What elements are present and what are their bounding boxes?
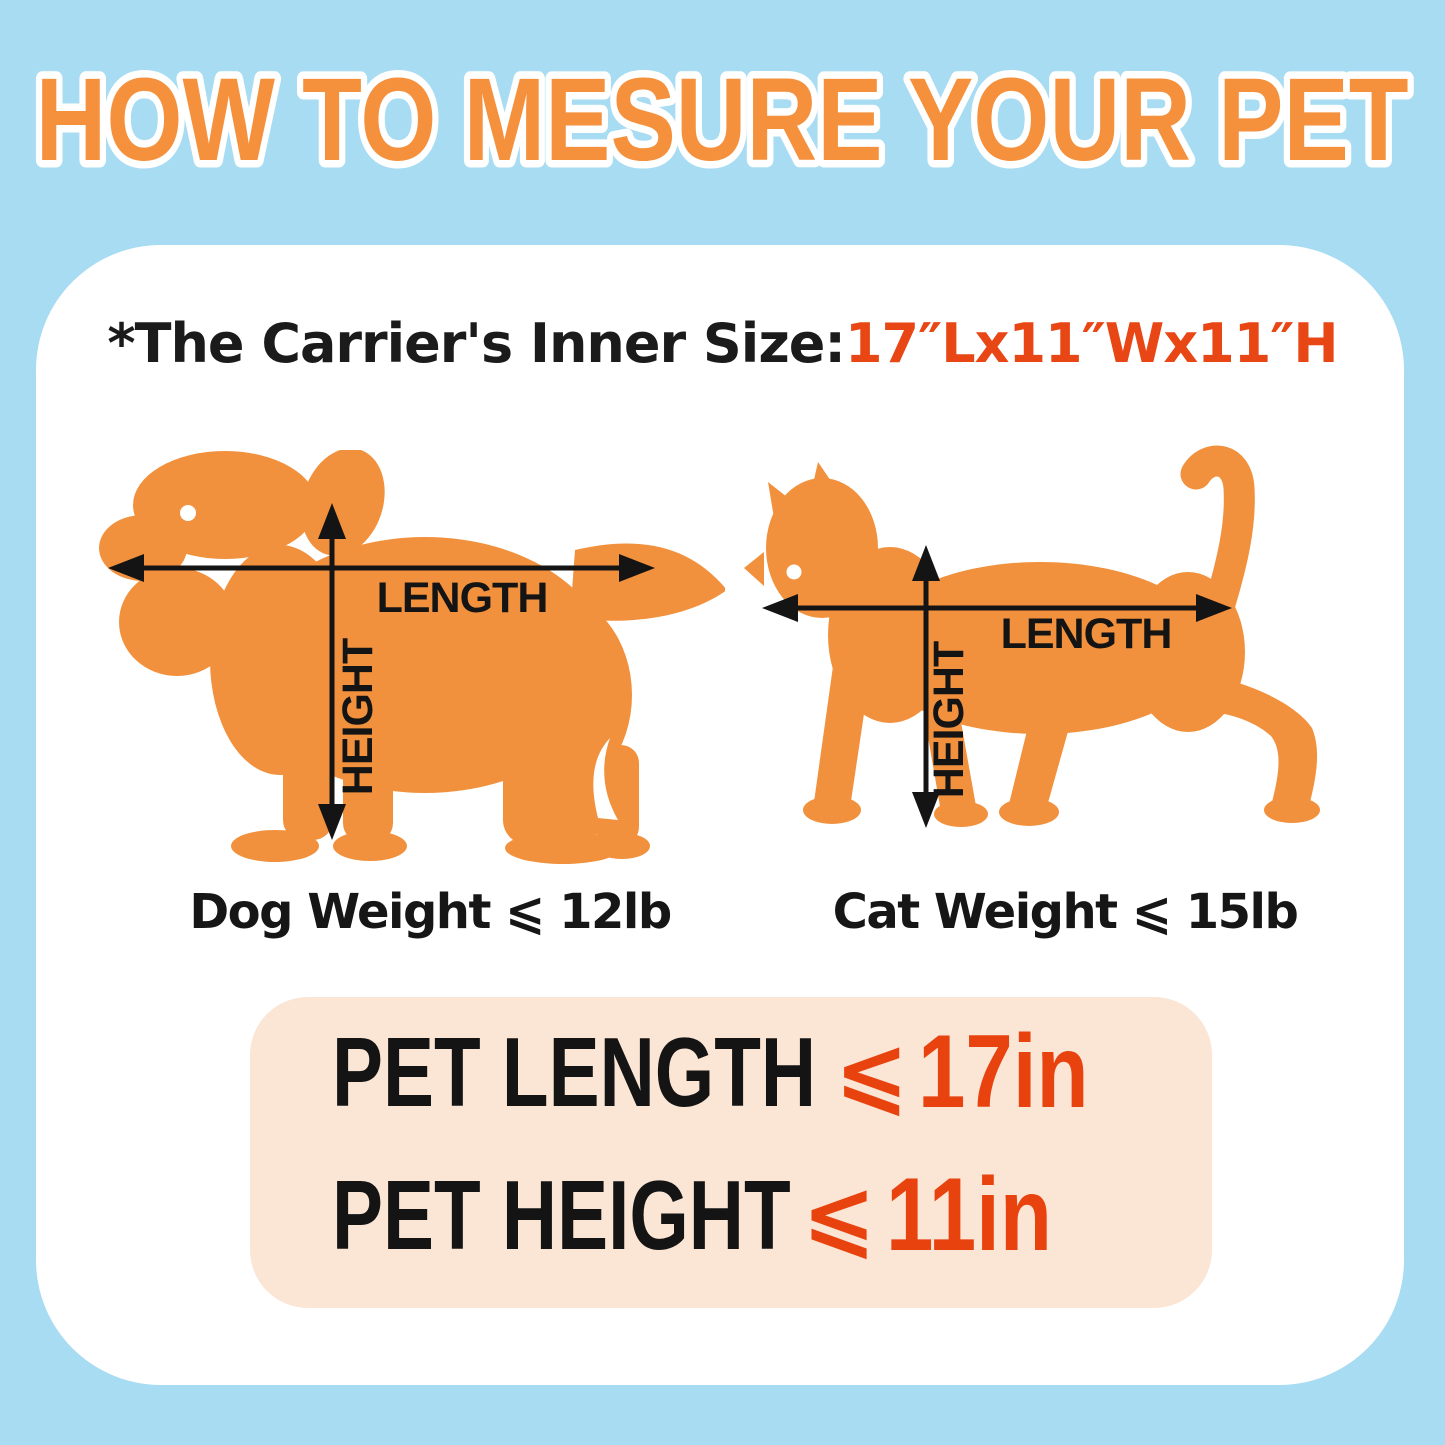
- cat-height-label: HEIGHT: [925, 641, 973, 798]
- carrier-size-label: *The Carrier's Inner Size:: [107, 312, 846, 375]
- dog-height-label: HEIGHT: [334, 638, 382, 795]
- carrier-size-note: *The Carrier's Inner Size:17″Lx11″Wx11″H: [0, 312, 1445, 375]
- carrier-size-value: 17″Lx11″Wx11″H: [844, 312, 1339, 375]
- cat-weight-caption: Cat Weight ⩽ 15lb: [832, 884, 1299, 940]
- cat-eye: [786, 564, 802, 580]
- dog-measure-figure: LENGTH HEIGHT: [99, 450, 725, 864]
- page-title: HOW TO MESURE YOUR PET: [36, 53, 1409, 185]
- pet-size-limits-box: PET LENGTH ⩽ 17in PET HEIGHT ⩽ 11in: [250, 997, 1212, 1308]
- pet-length-limit-operator: ⩽: [834, 1020, 909, 1124]
- dog-height-arrowheads: [318, 503, 346, 840]
- cat-height-arrowheads: [912, 545, 940, 828]
- dog-eye: [180, 505, 196, 521]
- dog-weight-caption: Dog Weight ⩽ 12lb: [189, 884, 672, 940]
- pet-height-limit-label: PET HEIGHT: [332, 1159, 791, 1270]
- pet-height-limit-value: 11in: [885, 1156, 1052, 1273]
- cat-measure-figure: LENGTH HEIGHT: [744, 445, 1320, 828]
- cat-length-label: LENGTH: [1001, 610, 1172, 658]
- cat-silhouette: [744, 445, 1320, 827]
- pet-length-limit-label: PET LENGTH: [332, 1016, 817, 1127]
- cat-length-arrowheads: [762, 594, 1232, 622]
- dog-length-arrowheads: [108, 554, 655, 582]
- pet-length-limit-value: 17in: [918, 1013, 1090, 1130]
- pet-height-limit-row: PET HEIGHT ⩽ 11in: [332, 1154, 1088, 1276]
- page-title-graphic: HOW TO MESURE YOUR PET: [29, 47, 1416, 192]
- dog-leg-notch: [593, 738, 618, 820]
- pet-length-limit-row: PET LENGTH ⩽ 17in: [332, 1011, 1127, 1133]
- pet-height-limit-operator: ⩽: [802, 1163, 876, 1267]
- dog-length-label: LENGTH: [377, 574, 548, 622]
